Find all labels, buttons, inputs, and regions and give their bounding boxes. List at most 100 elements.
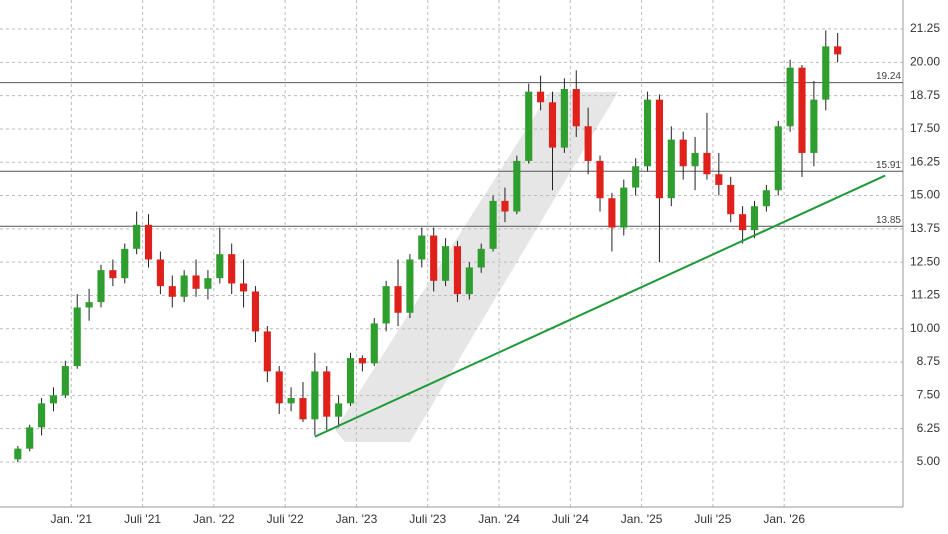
level-label: 13.85 bbox=[876, 215, 901, 226]
candle-body bbox=[216, 254, 224, 279]
y-tick-label: 6.25 bbox=[917, 421, 941, 435]
y-tick-label: 11.25 bbox=[911, 288, 940, 302]
candle-body bbox=[358, 358, 366, 364]
y-tick-label: 16.25 bbox=[910, 154, 940, 168]
candle-body bbox=[26, 427, 34, 449]
trend-line bbox=[314, 174, 886, 438]
y-tick-label: 20.00 bbox=[910, 55, 940, 69]
x-tick-label: Jan. '25 bbox=[621, 512, 663, 526]
candle-body bbox=[441, 246, 450, 281]
candle-body bbox=[525, 91, 533, 161]
candle-body bbox=[311, 371, 319, 420]
candle-body bbox=[834, 46, 842, 55]
level-label: 15.91 bbox=[876, 160, 901, 171]
candle-body bbox=[394, 286, 402, 313]
candle-body bbox=[275, 371, 283, 404]
x-tick-label: Juli '24 bbox=[552, 512, 589, 526]
candle-body bbox=[596, 160, 604, 199]
candle-body bbox=[14, 448, 22, 460]
watermark bbox=[335, 92, 618, 442]
y-tick-label: 13.75 bbox=[910, 221, 940, 235]
y-tick-label: 10.00 bbox=[910, 321, 940, 335]
candle-body bbox=[263, 331, 271, 372]
candle-body bbox=[572, 88, 580, 127]
candle-body bbox=[156, 259, 164, 287]
candle-body bbox=[133, 224, 141, 249]
candle-body bbox=[489, 200, 497, 249]
candle-body bbox=[192, 275, 200, 289]
candle-body bbox=[97, 270, 105, 303]
candle-body bbox=[798, 67, 806, 153]
candle-body bbox=[73, 307, 81, 367]
candle-body bbox=[537, 91, 545, 103]
candle-body bbox=[144, 224, 153, 260]
x-tick-label: Jan. '23 bbox=[336, 512, 378, 526]
candle-body bbox=[560, 88, 568, 148]
candle-body bbox=[501, 200, 509, 212]
candle-body bbox=[287, 398, 295, 404]
candle-body bbox=[406, 259, 414, 313]
candle-body bbox=[61, 366, 69, 396]
candle-body bbox=[418, 235, 426, 260]
x-tick-label: Juli '21 bbox=[124, 512, 161, 526]
candle-body bbox=[703, 152, 711, 175]
candle-body bbox=[715, 174, 723, 185]
candle-body bbox=[85, 302, 93, 308]
candle-body bbox=[620, 187, 628, 228]
candle-body bbox=[180, 275, 188, 297]
candle-body bbox=[382, 286, 390, 324]
candle-body bbox=[299, 398, 307, 420]
candle-body bbox=[38, 403, 46, 428]
candle-body bbox=[430, 235, 438, 281]
y-tick-label: 15.00 bbox=[910, 188, 940, 202]
y-tick-label: 17.50 bbox=[910, 121, 940, 135]
candle-body bbox=[49, 395, 58, 404]
candle-body bbox=[739, 214, 747, 231]
x-tick-label: Jan. '22 bbox=[193, 512, 235, 526]
candle-body bbox=[786, 67, 794, 127]
candle-body bbox=[109, 270, 117, 279]
y-tick-label: 8.75 bbox=[917, 354, 941, 368]
candle-body bbox=[204, 278, 212, 289]
candle-body bbox=[251, 291, 260, 332]
candle-body bbox=[691, 152, 699, 167]
x-tick-label: Juli '22 bbox=[267, 512, 304, 526]
candle-body bbox=[608, 198, 616, 228]
candle-body bbox=[750, 206, 759, 231]
candle-body bbox=[323, 371, 331, 417]
x-tick-label: Jan. '24 bbox=[478, 512, 520, 526]
x-tick-label: Juli '23 bbox=[409, 512, 446, 526]
y-tick-label: 18.75 bbox=[910, 88, 940, 102]
candle-body bbox=[679, 139, 687, 167]
candle-body bbox=[632, 166, 640, 188]
candle-body bbox=[584, 126, 592, 161]
candle-body bbox=[121, 248, 129, 279]
candle-body bbox=[335, 403, 343, 417]
y-tick-label: 21.25 bbox=[910, 21, 940, 35]
candle-body bbox=[762, 190, 770, 207]
candle-body bbox=[655, 99, 663, 199]
candle-body bbox=[667, 139, 675, 199]
candle-body bbox=[453, 246, 462, 295]
candle-body bbox=[477, 248, 485, 268]
candle-body bbox=[228, 254, 236, 284]
x-tick-label: Jan. '21 bbox=[50, 512, 92, 526]
candle-body bbox=[774, 126, 782, 191]
candle-body bbox=[168, 286, 176, 297]
y-tick-label: 5.00 bbox=[917, 454, 941, 468]
candle-body bbox=[727, 184, 735, 215]
level-label: 19.24 bbox=[876, 71, 901, 82]
x-tick-label: Jan. '26 bbox=[763, 512, 805, 526]
candle-body bbox=[513, 160, 521, 212]
candle-body bbox=[240, 283, 248, 292]
candle-body bbox=[465, 267, 473, 295]
y-tick-label: 12.50 bbox=[910, 254, 940, 268]
candle-body bbox=[810, 99, 818, 153]
x-tick-label: Juli '25 bbox=[694, 512, 731, 526]
candle-body bbox=[643, 99, 652, 167]
y-tick-label: 7.50 bbox=[917, 388, 941, 402]
candle-body bbox=[822, 46, 830, 100]
candle-body bbox=[346, 358, 355, 404]
candle-body bbox=[370, 323, 378, 364]
